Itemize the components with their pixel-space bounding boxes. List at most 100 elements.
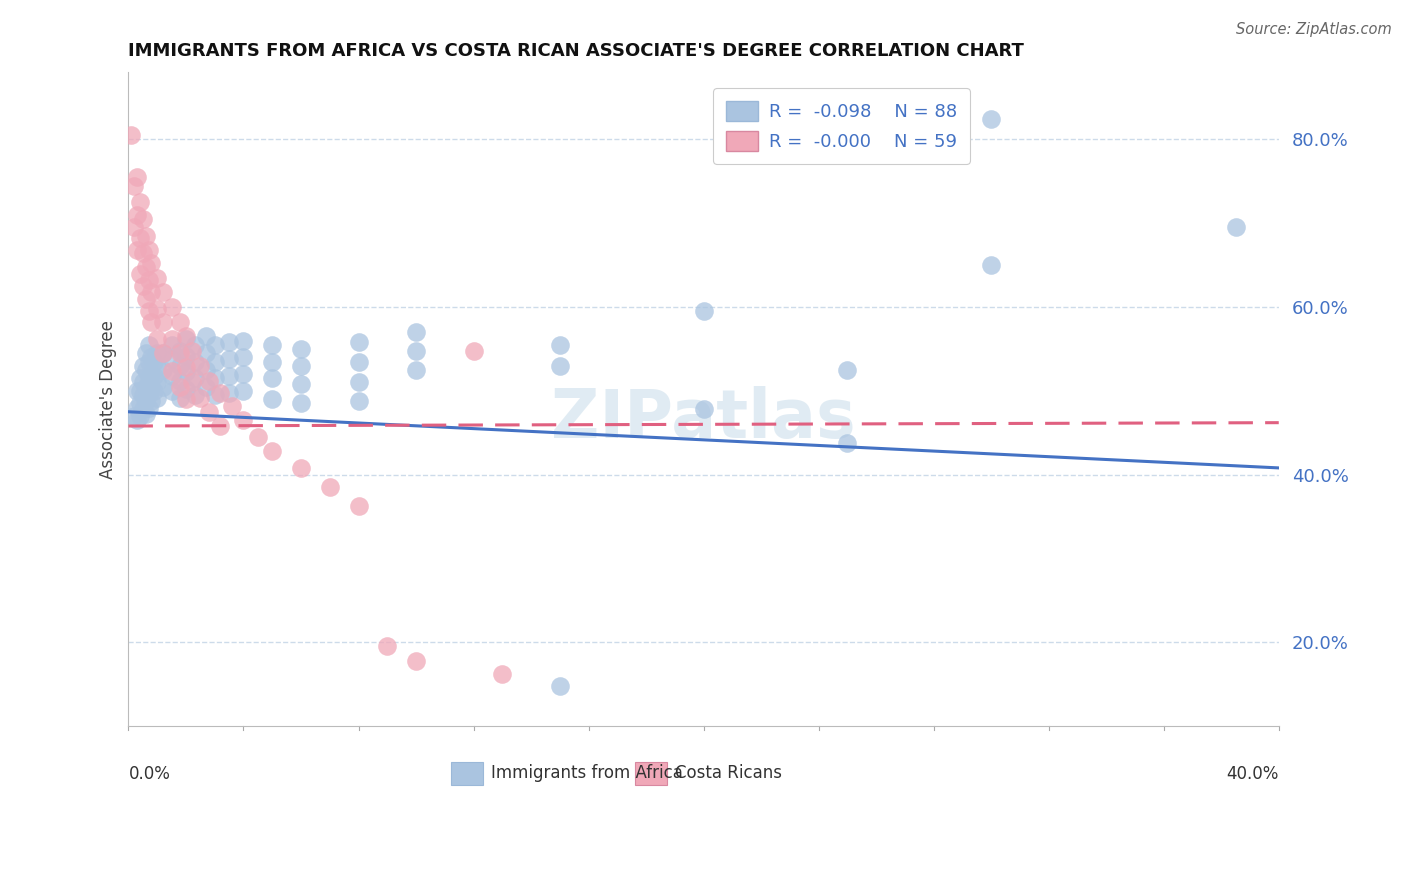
Point [160, 337, 183, 351]
Point [141, 256, 163, 270]
Point [141, 315, 163, 329]
Point [195, 379, 218, 393]
Point [152, 285, 174, 299]
Point [129, 371, 152, 385]
Point [169, 346, 191, 360]
Point [463, 343, 485, 358]
Point [160, 364, 183, 378]
Text: ZIPatlas: ZIPatlas [551, 386, 856, 452]
Point [692, 304, 714, 318]
Point [152, 315, 174, 329]
Point [405, 654, 427, 668]
Point [174, 392, 197, 407]
Point [120, 128, 142, 143]
Point [135, 292, 157, 306]
Point [319, 480, 342, 494]
Point [232, 351, 254, 365]
Point [138, 401, 160, 415]
Point [127, 208, 149, 222]
Point [138, 273, 160, 287]
Point [138, 243, 160, 257]
Point [122, 220, 145, 235]
Point [347, 335, 370, 350]
Point [160, 300, 183, 314]
Point [160, 384, 183, 398]
Point [347, 354, 370, 368]
Point [218, 351, 240, 366]
Point [143, 384, 166, 398]
Point [132, 376, 155, 390]
Point [405, 343, 427, 358]
Point [135, 407, 157, 421]
Point [262, 392, 284, 407]
Point [143, 368, 166, 383]
Point [218, 335, 240, 350]
Point [169, 359, 191, 373]
Point [132, 245, 155, 260]
Point [347, 393, 370, 408]
Point [132, 279, 155, 293]
Point [548, 359, 571, 373]
Point [127, 401, 149, 415]
Point [209, 419, 232, 434]
Point [548, 337, 571, 351]
Point [138, 354, 160, 368]
Point [135, 363, 157, 377]
Point [183, 371, 205, 385]
Point [141, 379, 163, 393]
Point [129, 384, 152, 398]
Point [209, 385, 232, 400]
Point [129, 267, 152, 281]
Point [180, 343, 202, 358]
FancyBboxPatch shape [450, 762, 482, 785]
Point [405, 325, 427, 339]
Point [218, 368, 240, 383]
Point [491, 667, 513, 681]
Point [183, 354, 205, 368]
Point [218, 385, 240, 400]
Point [195, 346, 218, 360]
Point [129, 195, 152, 210]
Point [135, 346, 157, 360]
Point [146, 346, 169, 360]
Point [174, 329, 197, 343]
Point [143, 354, 166, 368]
Y-axis label: Associate's Degree: Associate's Degree [100, 319, 117, 479]
Point [290, 377, 312, 392]
Point [198, 374, 221, 388]
Point [204, 388, 226, 402]
Point [246, 430, 269, 444]
Point [122, 178, 145, 193]
Text: Costa Ricans: Costa Ricans [675, 764, 782, 782]
Point [290, 359, 312, 373]
Point [174, 360, 197, 375]
Point [190, 391, 212, 405]
Text: 40.0%: 40.0% [1226, 764, 1278, 783]
Point [146, 391, 169, 405]
Point [132, 359, 155, 373]
Point [152, 346, 174, 360]
Point [132, 212, 155, 227]
Point [132, 388, 155, 402]
Point [190, 359, 212, 373]
Point [169, 315, 191, 329]
Point [290, 396, 312, 410]
Point [129, 231, 152, 245]
Point [146, 270, 169, 285]
Point [347, 500, 370, 514]
Point [262, 444, 284, 458]
Point [180, 376, 202, 390]
Point [375, 640, 398, 654]
Point [135, 379, 157, 393]
Point [138, 385, 160, 400]
Point [152, 379, 174, 393]
Point [169, 343, 191, 358]
Point [135, 393, 157, 408]
Point [183, 388, 205, 402]
Point [692, 402, 714, 417]
Point [129, 409, 152, 423]
Text: Source: ZipAtlas.com: Source: ZipAtlas.com [1236, 22, 1392, 37]
Point [141, 393, 163, 408]
Point [204, 337, 226, 351]
Point [980, 258, 1002, 272]
